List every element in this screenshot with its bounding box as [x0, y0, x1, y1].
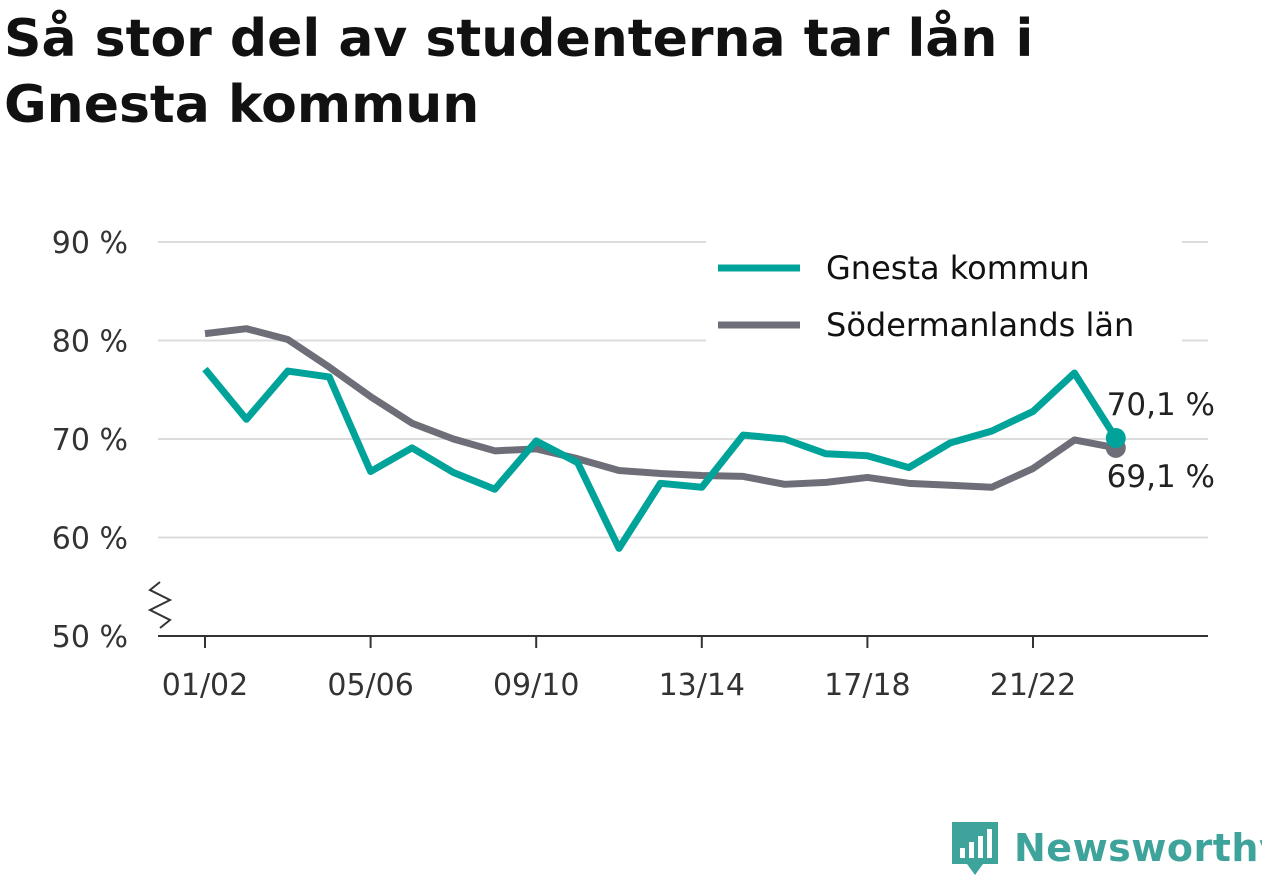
x-tick-label: 21/22 [990, 668, 1076, 703]
chart-title: Så stor del av studenterna tar lån i Gne… [4, 9, 1034, 135]
x-axis [147, 581, 1208, 648]
x-tick-label: 01/02 [162, 668, 248, 703]
y-tick-label: 70 % [52, 423, 128, 458]
x-tick-label: 13/14 [659, 668, 745, 703]
y-tick-label: 90 % [52, 226, 128, 261]
series-line [204, 325, 1117, 491]
axis-break-icon [147, 581, 173, 629]
legend-label: Gnesta kommun [826, 249, 1090, 287]
series-lines [202, 325, 1126, 552]
y-tick-label: 60 % [52, 522, 128, 557]
x-tick-label: 05/06 [327, 668, 413, 703]
y-tick-label: 50 % [52, 620, 128, 655]
legend-label: Södermanlands län [826, 306, 1134, 344]
end-label: 70,1 % [1107, 387, 1215, 423]
brand-name: Newsworthy [1014, 826, 1262, 870]
end-labels: 70,1 % 69,1 % [1104, 384, 1218, 498]
x-axis-tick-labels: 01/02 05/06 09/10 13/14 17/18 21/22 [162, 668, 1076, 703]
newsworthy-logo-icon [952, 822, 998, 875]
x-tick-label: 09/10 [493, 668, 579, 703]
end-point-marker [1105, 428, 1126, 449]
y-tick-label: 80 % [52, 325, 128, 360]
end-label: 69,1 % [1107, 459, 1215, 495]
brand: Newsworthy [950, 818, 1262, 878]
y-axis-tick-labels: 50 % 60 % 70 % 80 % 90 % [52, 226, 128, 655]
x-tick-label: 17/18 [824, 668, 910, 703]
series-line [202, 366, 1119, 552]
legend: Gnesta kommun Södermanlands län [706, 240, 1182, 344]
